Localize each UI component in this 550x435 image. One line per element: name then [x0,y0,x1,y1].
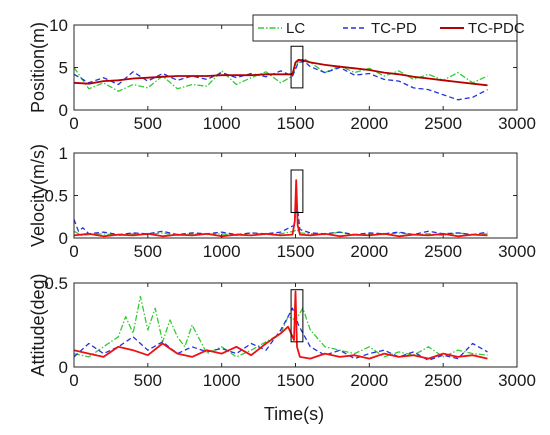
legend-label-lc: LC [286,20,305,37]
x-tick-label: 0 [69,114,78,133]
y-tick-label: 0.5 [44,187,68,206]
x-axis-label: Time(s) [264,404,324,424]
legend-box [252,14,518,42]
x-tick-label: 2000 [350,371,388,390]
y-tick-label: 5 [59,59,68,78]
x-tick-label: 1000 [203,242,241,261]
y-tick-label: 0 [59,358,68,377]
y-axis-label: Attitude(deg) [28,273,48,376]
series-line-lc [73,295,488,358]
x-tick-label: 2500 [424,114,462,133]
x-tick-label: 1500 [277,371,315,390]
x-tick-label: 2000 [350,242,388,261]
y-tick-label: 10 [49,16,68,35]
x-tick-label: 500 [134,242,162,261]
y-axis-label: Velocity(m/s) [28,144,48,247]
series-line-tc-pdc [73,290,488,360]
x-tick-label: 2000 [350,114,388,133]
y-tick-label: 1 [59,144,68,163]
x-tick-label: 1500 [277,242,315,261]
x-tick-label: 2500 [424,242,462,261]
y-axis-label: Position(m) [28,22,48,113]
y-tick-label: 0 [59,229,68,248]
highlight-box [290,169,304,213]
legend-label-tc-pd: TC-PD [371,20,417,37]
x-tick-label: 3000 [498,371,536,390]
series-line-tc-pd [73,203,488,236]
x-tick-label: 500 [134,114,162,133]
series-line-tc-pdc [73,58,488,87]
y-tick-label: 0.5 [44,274,68,293]
panel-2: 0 500 1000 1500 2000 2500 3000 0 0.5 1 Velocity(m/… [28,144,536,261]
legend: LC TC-PD TC-PDC [252,14,525,42]
x-tick-label: 1000 [203,114,241,133]
panel-3: 0 500 1000 1500 2000 2500 3000 0 0.5Attitude(deg… [28,273,536,390]
x-tick-label: 2500 [424,371,462,390]
x-tick-label: 3000 [498,114,536,133]
x-tick-label: 1000 [203,371,241,390]
series-line-tc-pdc [73,179,488,238]
x-tick-label: 1500 [277,114,315,133]
series-line-tc-pd [73,307,488,361]
x-tick-label: 0 [69,371,78,390]
highlight-box [290,45,304,89]
y-tick-label: 0 [59,101,68,120]
legend-label-tc-pdc: TC-PDC [468,20,525,37]
series-line-tc-pd [73,60,488,101]
x-tick-label: 3000 [498,242,536,261]
x-tick-label: 500 [134,371,162,390]
highlight-box [290,289,304,343]
x-tick-label: 0 [69,242,78,261]
